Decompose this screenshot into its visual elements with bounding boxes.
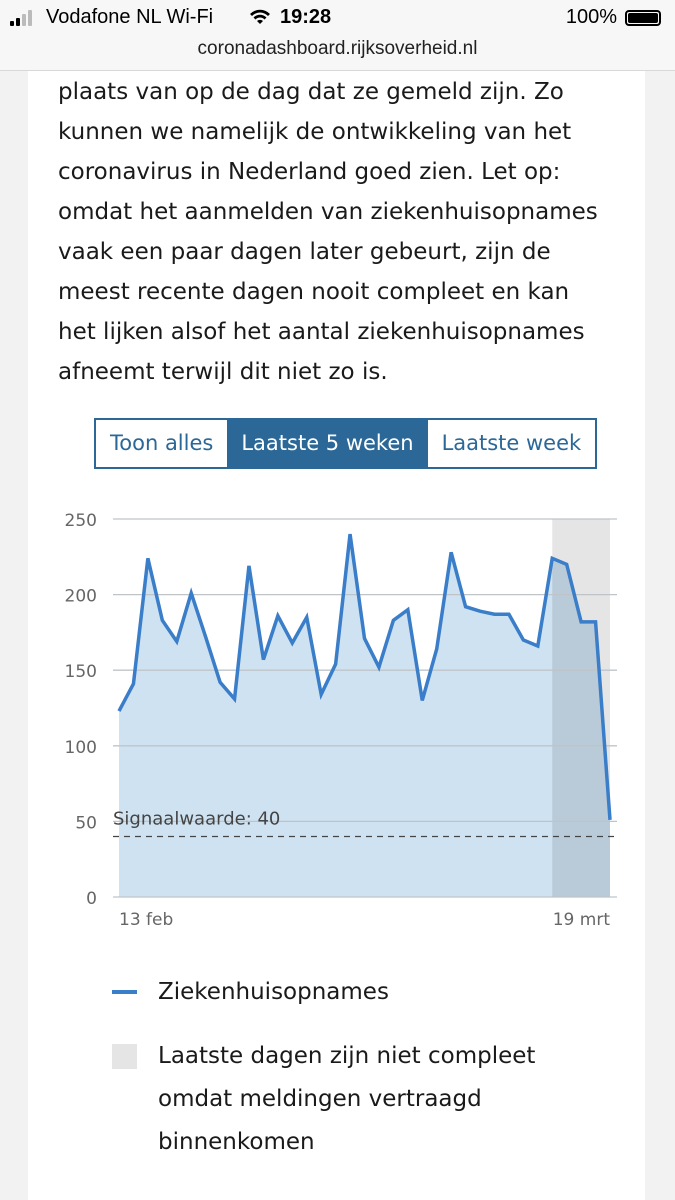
chart-legend: Ziekenhuisopnames Laatste dagen zijn nie… bbox=[112, 977, 535, 1164]
clock: 19:28 bbox=[280, 6, 332, 28]
series-area bbox=[119, 534, 610, 897]
legend-item-incomplete: Laatste dagen zijn niet compleet omdat m… bbox=[112, 1035, 535, 1164]
cell-signal-icon bbox=[10, 10, 32, 26]
y-tick-label: 50 bbox=[75, 813, 97, 833]
paragraph-line: plaats van op de dag dat ze gemeld zijn.… bbox=[58, 79, 564, 105]
ios-status-bar: Vodafone NL Wi-Fi 19:28 100% coronadashb… bbox=[0, 0, 675, 71]
legend-incomplete-label: binnenkomen bbox=[158, 1129, 315, 1155]
paragraph-line: meest recente dagen nooit compleet en ka… bbox=[58, 279, 570, 305]
legend-line-swatch bbox=[112, 990, 137, 994]
x-tick-label: 19 mrt bbox=[553, 910, 611, 930]
legend-item-series: Ziekenhuisopnames bbox=[112, 977, 535, 1007]
y-tick-label: 0 bbox=[86, 889, 97, 909]
legend-series-label: Ziekenhuisopnames bbox=[158, 979, 389, 1005]
paragraph-line: het lijken alsof het aantal ziekenhuisop… bbox=[58, 319, 585, 345]
y-tick-label: 100 bbox=[65, 738, 97, 758]
toggle-last-5-weeks[interactable]: Laatste 5 weken bbox=[227, 420, 428, 467]
carrier-name: Vodafone NL Wi-Fi bbox=[46, 6, 214, 28]
toggle-last-week[interactable]: Laatste week bbox=[427, 420, 596, 467]
paragraph-line: kunnen we namelijk de ontwikkeling van h… bbox=[58, 119, 572, 145]
legend-gray-swatch bbox=[112, 1044, 137, 1069]
explanation-paragraph: plaats van op de dag dat ze gemeld zijn.… bbox=[58, 72, 628, 392]
toggle-show-all[interactable]: Toon alles bbox=[96, 420, 228, 467]
threshold-label: Signaalwaarde: 40 bbox=[113, 809, 280, 830]
y-tick-label: 200 bbox=[65, 587, 97, 607]
hospital-admissions-chart: 0 50 100 150 200 250 Signaalwaarde: 40 13 feb 19… bbox=[65, 511, 617, 930]
range-toggle: Toon alles Laatste 5 weken Laatste week bbox=[94, 418, 598, 469]
x-tick-label: 13 feb bbox=[119, 910, 173, 930]
y-tick-label: 150 bbox=[65, 662, 97, 682]
legend-incomplete-label: Laatste dagen zijn niet compleet bbox=[158, 1043, 536, 1069]
battery-icon bbox=[625, 10, 661, 26]
content-card bbox=[28, 0, 645, 1200]
legend-incomplete-label: omdat meldingen vertraagd bbox=[158, 1086, 482, 1112]
paragraph-line: afneemt terwijl dit niet zo is. bbox=[58, 359, 388, 385]
y-tick-label: 250 bbox=[65, 511, 97, 531]
battery-percent: 100% bbox=[565, 6, 617, 28]
address-bar-url[interactable]: coronadashboard.rijksoverheid.nl bbox=[197, 38, 478, 59]
wifi-icon bbox=[248, 6, 272, 32]
paragraph-line: coronavirus in Nederland goed zien. Let … bbox=[58, 159, 561, 185]
paragraph-line: omdat het aanmelden van ziekenhuisopname… bbox=[58, 199, 598, 225]
paragraph-line: vaak een paar dagen later gebeurt, zijn … bbox=[58, 239, 551, 265]
